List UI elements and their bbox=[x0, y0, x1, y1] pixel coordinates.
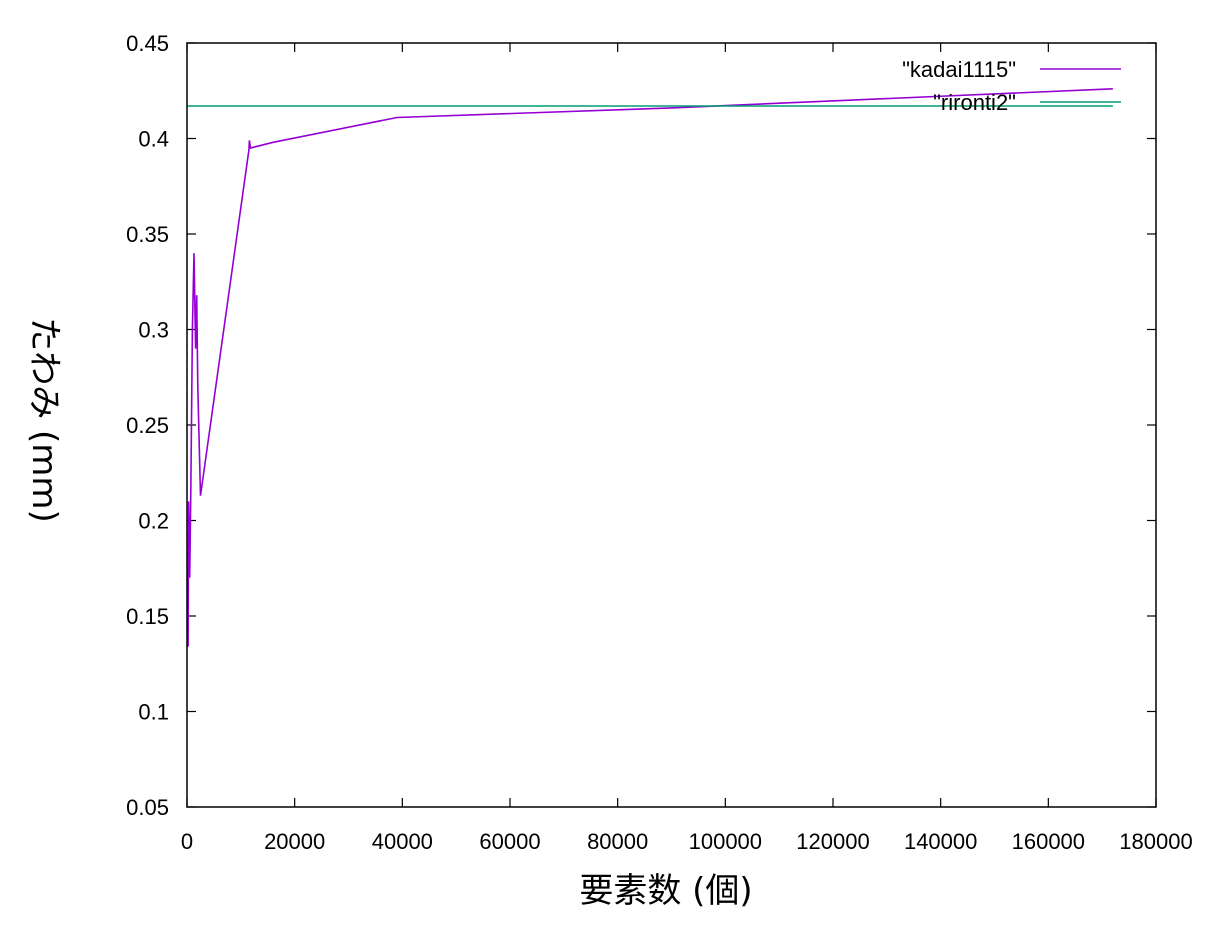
x-tick-label: 180000 bbox=[1119, 829, 1192, 854]
x-tick-label: 160000 bbox=[1012, 829, 1085, 854]
x-tick-label: 140000 bbox=[904, 829, 977, 854]
x-tick-label: 80000 bbox=[587, 829, 648, 854]
y-tick-label: 0.15 bbox=[126, 604, 169, 629]
series-layer bbox=[187, 88, 1113, 647]
plot-frame bbox=[186, 42, 1157, 808]
y-tick-label: 0.45 bbox=[126, 31, 169, 56]
y-tick-label: 0.05 bbox=[126, 795, 169, 820]
x-tick-label: 100000 bbox=[689, 829, 762, 854]
y-tick-label: 0.35 bbox=[126, 222, 169, 247]
y-tick-label: 0.2 bbox=[138, 509, 169, 534]
x-tick-label: 60000 bbox=[479, 829, 540, 854]
legend-label: "rironti2" bbox=[933, 90, 1016, 115]
x-tick-label: 0 bbox=[181, 829, 193, 854]
y-axis-title: たわみ (mm) bbox=[24, 317, 64, 523]
x-axis-title: 要素数 (個) bbox=[579, 871, 752, 911]
x-tick-label: 120000 bbox=[796, 829, 869, 854]
y-tick-label: 0.1 bbox=[138, 700, 169, 725]
x-tick-label: 40000 bbox=[372, 829, 433, 854]
legend: "kadai1115" "rironti2" bbox=[902, 57, 1121, 115]
legend-label: "kadai1115" bbox=[902, 57, 1016, 82]
x-tick-label: 20000 bbox=[264, 829, 325, 854]
series-line-0 bbox=[187, 88, 1113, 647]
axis-ticks: 0 20000 40000 60000 80000 100000 120000 140000 1… bbox=[126, 31, 1193, 854]
y-tick-label: 0.3 bbox=[138, 318, 169, 343]
y-tick-label: 0.4 bbox=[138, 127, 169, 152]
y-tick-label: 0.25 bbox=[126, 413, 169, 438]
